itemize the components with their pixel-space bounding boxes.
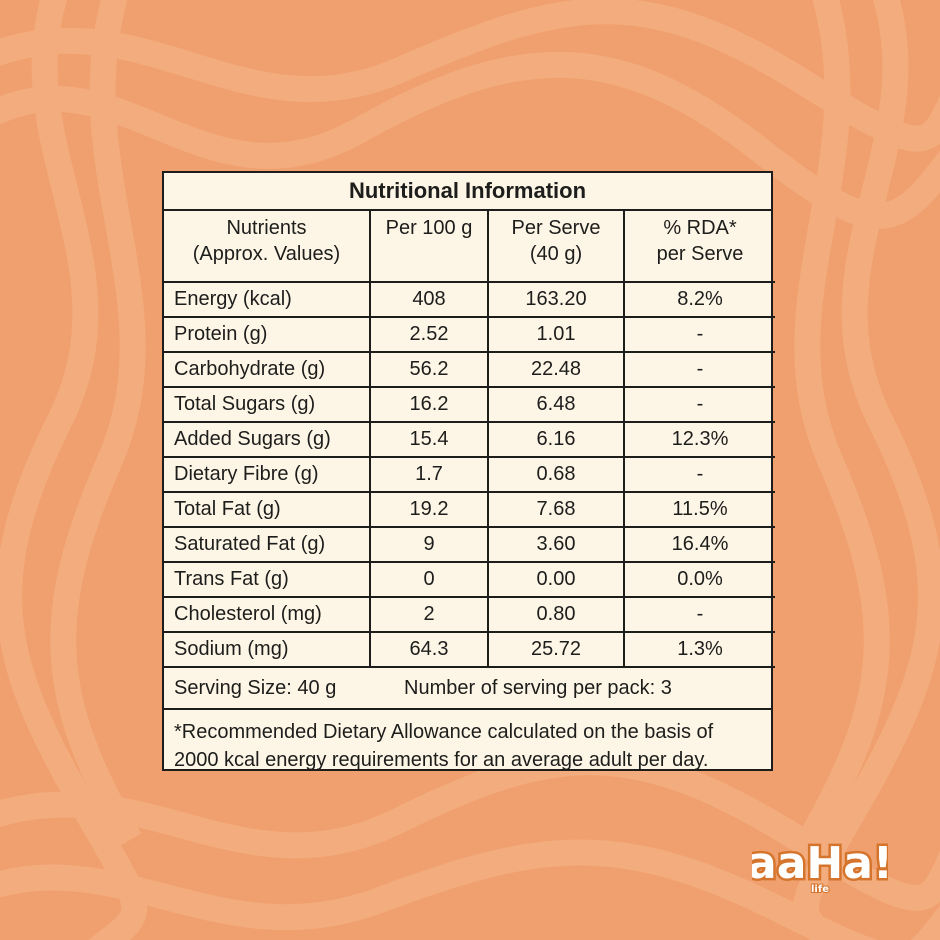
nutrient-name: Carbohydrate (g) bbox=[164, 351, 371, 388]
per-serve-value: 3.60 bbox=[487, 526, 625, 563]
per-100g-value: 2.52 bbox=[369, 316, 489, 353]
table-row: Total Fat (g) 19.2 7.68 11.5% bbox=[164, 491, 775, 528]
table-row: Sodium (mg) 64.3 25.72 1.3% bbox=[164, 631, 775, 668]
per-100g-value: 1.7 bbox=[369, 456, 489, 493]
nutrient-name: Total Sugars (g) bbox=[164, 386, 371, 423]
serving-info: Serving Size: 40 g Number of serving per … bbox=[164, 668, 771, 710]
logo-subtext: life bbox=[811, 884, 829, 895]
servings-per-pack: Number of serving per pack: 3 bbox=[404, 677, 672, 699]
per-serve-value: 25.72 bbox=[487, 631, 625, 668]
per-100g-value: 56.2 bbox=[369, 351, 489, 388]
table-row: Cholesterol (mg) 2 0.80- bbox=[164, 596, 775, 633]
per-100g-value: 16.2 bbox=[369, 386, 489, 423]
nutrient-name: Protein (g) bbox=[164, 316, 371, 353]
per-serve-value: 7.68 bbox=[487, 491, 625, 528]
nutrient-name: Added Sugars (g) bbox=[164, 421, 371, 458]
per-serve-value: 22.48 bbox=[487, 351, 625, 388]
per-100g-value: 15.4 bbox=[369, 421, 489, 458]
serving-size: Serving Size: 40 g bbox=[174, 677, 337, 699]
brand-logo: aaHa! life bbox=[752, 836, 888, 897]
per-100g-value: 19.2 bbox=[369, 491, 489, 528]
nutrient-name: Energy (kcal) bbox=[164, 281, 371, 318]
rda-value: 0.0% bbox=[623, 561, 775, 598]
nutrient-name: Trans Fat (g) bbox=[164, 561, 371, 598]
per-serve-value: 0.00 bbox=[487, 561, 625, 598]
rda-value: 11.5% bbox=[623, 491, 775, 528]
nutrient-name: Dietary Fibre (g) bbox=[164, 456, 371, 493]
table-row: Protein (g) 2.52 1.01- bbox=[164, 316, 775, 353]
nutrition-table: Nutrients (Approx. Values) Per 100 g Per … bbox=[164, 211, 775, 668]
rda-value: 1.3% bbox=[623, 631, 775, 668]
rda-value: - bbox=[623, 596, 775, 633]
per-serve-value: 1.01 bbox=[487, 316, 625, 353]
nutrient-name: Saturated Fat (g) bbox=[164, 526, 371, 563]
table-row: Saturated Fat (g) 9 3.60 16.4% bbox=[164, 526, 775, 563]
per-100g-value: 2 bbox=[369, 596, 489, 633]
rda-value: - bbox=[623, 316, 775, 353]
per-100g-value: 0 bbox=[369, 561, 489, 598]
per-100g-value: 9 bbox=[369, 526, 489, 563]
per-serve-value: 6.48 bbox=[487, 386, 625, 423]
header-row: Nutrients (Approx. Values) Per 100 g Per … bbox=[164, 211, 775, 283]
nutrient-name: Cholesterol (mg) bbox=[164, 596, 371, 633]
header-nutrients: Nutrients (Approx. Values) bbox=[164, 211, 371, 283]
logo-wordmark: aaHa! bbox=[752, 838, 888, 889]
header-per-100g: Per 100 g bbox=[369, 211, 489, 283]
table-row: Energy (kcal) 408 163.20 8.2% bbox=[164, 281, 775, 318]
per-100g-value: 408 bbox=[369, 281, 489, 318]
rda-value: - bbox=[623, 386, 775, 423]
table-title: Nutritional Information bbox=[164, 173, 771, 211]
header-rda: % RDA* per Serve bbox=[623, 211, 775, 283]
per-100g-value: 64.3 bbox=[369, 631, 489, 668]
per-serve-value: 0.68 bbox=[487, 456, 625, 493]
rda-value: 12.3% bbox=[623, 421, 775, 458]
rda-value: 8.2% bbox=[623, 281, 775, 318]
rda-value: 16.4% bbox=[623, 526, 775, 563]
table-row: Total Sugars (g) 16.2 6.48- bbox=[164, 386, 775, 423]
rda-value: - bbox=[623, 456, 775, 493]
nutrient-name: Total Fat (g) bbox=[164, 491, 371, 528]
table-row: Trans Fat (g) 0 0.00 0.0% bbox=[164, 561, 775, 598]
table-row: Added Sugars (g) 15.4 6.16 12.3% bbox=[164, 421, 775, 458]
table-row: Dietary Fibre (g) 1.7 0.68- bbox=[164, 456, 775, 493]
per-serve-value: 0.80 bbox=[487, 596, 625, 633]
rda-footnote: *Recommended Dietary Allowance calculate… bbox=[174, 721, 714, 771]
per-serve-value: 6.16 bbox=[487, 421, 625, 458]
nutrient-name: Sodium (mg) bbox=[164, 631, 371, 668]
rda-value: - bbox=[623, 351, 775, 388]
per-serve-value: 163.20 bbox=[487, 281, 625, 318]
table-row: Carbohydrate (g) 56.2 22.48- bbox=[164, 351, 775, 388]
header-per-serve: Per Serve (40 g) bbox=[487, 211, 625, 283]
nutrition-panel: Nutritional Information Nutrients (Approx… bbox=[162, 171, 775, 771]
